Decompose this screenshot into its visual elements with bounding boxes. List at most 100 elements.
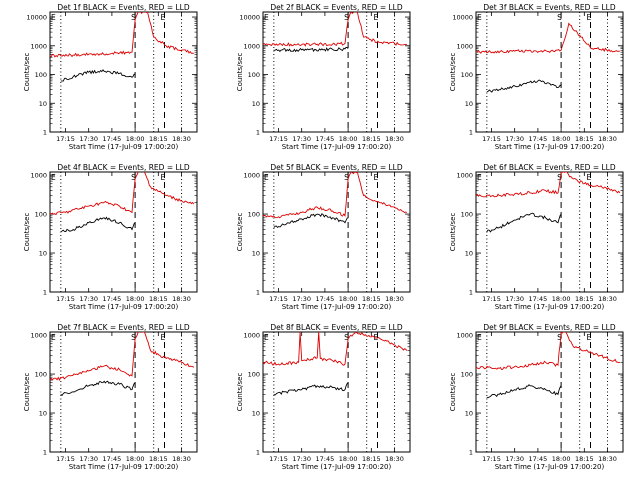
x-tick-label: 18:30 [385,295,404,303]
lld-series-line [50,12,194,58]
marker-label: E [587,173,592,182]
x-tick-label: 17:45 [316,295,335,303]
chart-title: Det 6f BLACK = Events, RED = LLD [483,163,616,172]
y-tick-label: 1 [256,289,260,297]
x-tick-label: 17:15 [269,455,288,463]
x-tick-label: 18:15 [575,135,594,143]
x-tick-label: 17:15 [56,455,75,463]
plot-frame [475,331,624,453]
y-tick-label: 10000 [26,14,47,22]
y-axis-label: Counts/sec [236,213,244,252]
x-tick-label: 17:15 [269,295,288,303]
x-tick-label: 18:30 [172,135,191,143]
x-tick-label: 17:45 [103,295,122,303]
x-tick-label: 18:00 [552,295,571,303]
y-tick-label: 1 [256,449,260,457]
y-axis-label: Counts/sec [23,53,31,92]
x-axis-label: Start Time (17-Jul-09 17:00:20) [69,463,179,471]
x-tick-label: 17:45 [529,455,548,463]
marker-label: E [374,173,379,182]
chart-panel-1: Det 1f BLACK = Events, RED = LLD 1 10 100 10… [23,3,198,151]
marker-label: S [557,333,562,342]
x-axis-label: Start Time (17-Jul-09 17:00:20) [282,143,392,151]
y-axis-label: Counts/sec [236,373,244,412]
plot-frame [475,171,624,293]
chart-panel-8: Det 8f BLACK = Events, RED = LLD 1 10 100 10… [236,323,411,471]
marker-label: E [161,333,166,342]
chart-title: Det 3f BLACK = Events, RED = LLD [483,3,616,12]
y-axis-label: Counts/sec [449,53,457,92]
x-tick-label: 17:15 [56,295,75,303]
x-axis-label: Start Time (17-Jul-09 17:00:20) [69,303,179,311]
x-tick-label: 18:15 [362,295,381,303]
lld-series-line [50,332,195,382]
y-tick-label: 100 [461,371,473,379]
x-tick-label: 18:00 [339,455,358,463]
events-series-line [60,69,136,82]
marker-label: E [51,173,56,182]
x-tick-label: 17:15 [482,295,501,303]
events-series-line [60,216,136,233]
x-tick-label: 17:30 [505,295,524,303]
x-tick-label: 17:30 [79,295,98,303]
x-tick-label: 17:30 [292,295,311,303]
x-axis-label: Start Time (17-Jul-09 17:00:20) [495,143,605,151]
marker-label: E [477,173,482,182]
plot-frame [475,11,624,133]
x-tick-label: 18:30 [385,455,404,463]
x-tick-label: 17:30 [79,455,98,463]
plot-frame [49,11,198,133]
y-tick-label: 100 [461,71,473,79]
y-tick-label: 100 [248,71,260,79]
plot-frame [262,331,411,453]
lld-series-line [263,332,408,366]
marker-label: S [557,13,562,22]
y-tick-label: 10 [465,410,473,418]
x-tick-label: 17:45 [529,295,548,303]
x-tick-label: 18:30 [385,135,404,143]
y-tick-label: 100 [35,71,47,79]
events-series-line [486,79,562,93]
lld-series-line [476,22,620,54]
x-tick-label: 17:30 [79,135,98,143]
x-tick-label: 17:15 [482,455,501,463]
y-tick-label: 1 [256,129,260,137]
y-tick-label: 1 [469,129,473,137]
marker-label: S [344,173,349,182]
x-tick-label: 18:15 [149,455,168,463]
marker-label: E [264,333,269,342]
x-tick-label: 17:45 [316,455,335,463]
y-tick-label: 1 [43,449,47,457]
y-tick-label: 1000 [243,332,260,340]
marker-label: S [344,13,349,22]
y-tick-label: 1 [469,449,473,457]
x-tick-label: 18:15 [149,295,168,303]
chart-title: Det 8f BLACK = Events, RED = LLD [270,323,403,332]
chart-panel-2: Det 2f BLACK = Events, RED = LLD 1 10 100 10… [236,3,411,151]
x-tick-label: 17:30 [292,135,311,143]
chart-panel-9: Det 9f BLACK = Events, RED = LLD 1 10 100 10… [449,323,624,471]
chart-panel-3: Det 3f BLACK = Events, RED = LLD 1 10 100 10… [449,3,624,151]
marker-label: E [161,173,166,182]
lld-series-line [476,172,621,198]
events-series-line [486,384,562,399]
x-tick-label: 18:15 [362,455,381,463]
chart-panel-6: Det 6f BLACK = Events, RED = LLD 1 10 100 10… [449,163,624,311]
y-tick-label: 100 [248,211,260,219]
y-tick-label: 100 [461,211,473,219]
y-tick-label: 1 [469,289,473,297]
x-tick-label: 17:30 [505,135,524,143]
x-axis-label: Start Time (17-Jul-09 17:00:20) [495,463,605,471]
lld-series-line [263,172,408,219]
plot-frame [262,171,411,293]
x-tick-label: 18:15 [362,135,381,143]
plot-frame [49,171,198,293]
x-tick-label: 18:30 [172,295,191,303]
y-axis-label: Counts/sec [449,373,457,412]
x-tick-label: 18:00 [339,135,358,143]
marker-label: S [131,333,136,342]
chart-title: Det 2f BLACK = Events, RED = LLD [270,3,403,12]
y-tick-label: 10000 [452,14,473,22]
x-tick-label: 17:45 [103,455,122,463]
